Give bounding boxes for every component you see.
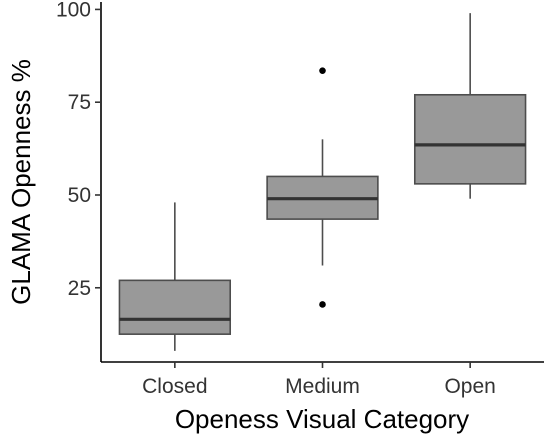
y-tick-label: 75 — [68, 91, 91, 114]
x-axis-title: Openess Visual Category — [175, 404, 469, 434]
plot-area — [118, 13, 527, 351]
iqr-box — [118, 279, 232, 335]
y-tick-label: 25 — [68, 277, 91, 300]
box-group — [118, 202, 232, 351]
y-axis-ticks: 25 50 75 100 — [56, 0, 101, 300]
x-tick-label: Open — [444, 375, 495, 398]
box-group — [413, 13, 527, 199]
y-tick-label: 50 — [68, 184, 91, 207]
x-tick-label: Medium — [285, 375, 360, 398]
x-axis-ticks: Closed Medium Open — [142, 362, 496, 398]
box-group — [266, 67, 379, 308]
outlier-point — [319, 301, 326, 308]
iqr-box — [413, 93, 527, 185]
y-tick-label: 100 — [56, 0, 91, 21]
y-axis-title: GLAMA Openness % — [6, 59, 36, 305]
x-tick-label: Closed — [142, 375, 207, 398]
outlier-point — [319, 67, 326, 74]
